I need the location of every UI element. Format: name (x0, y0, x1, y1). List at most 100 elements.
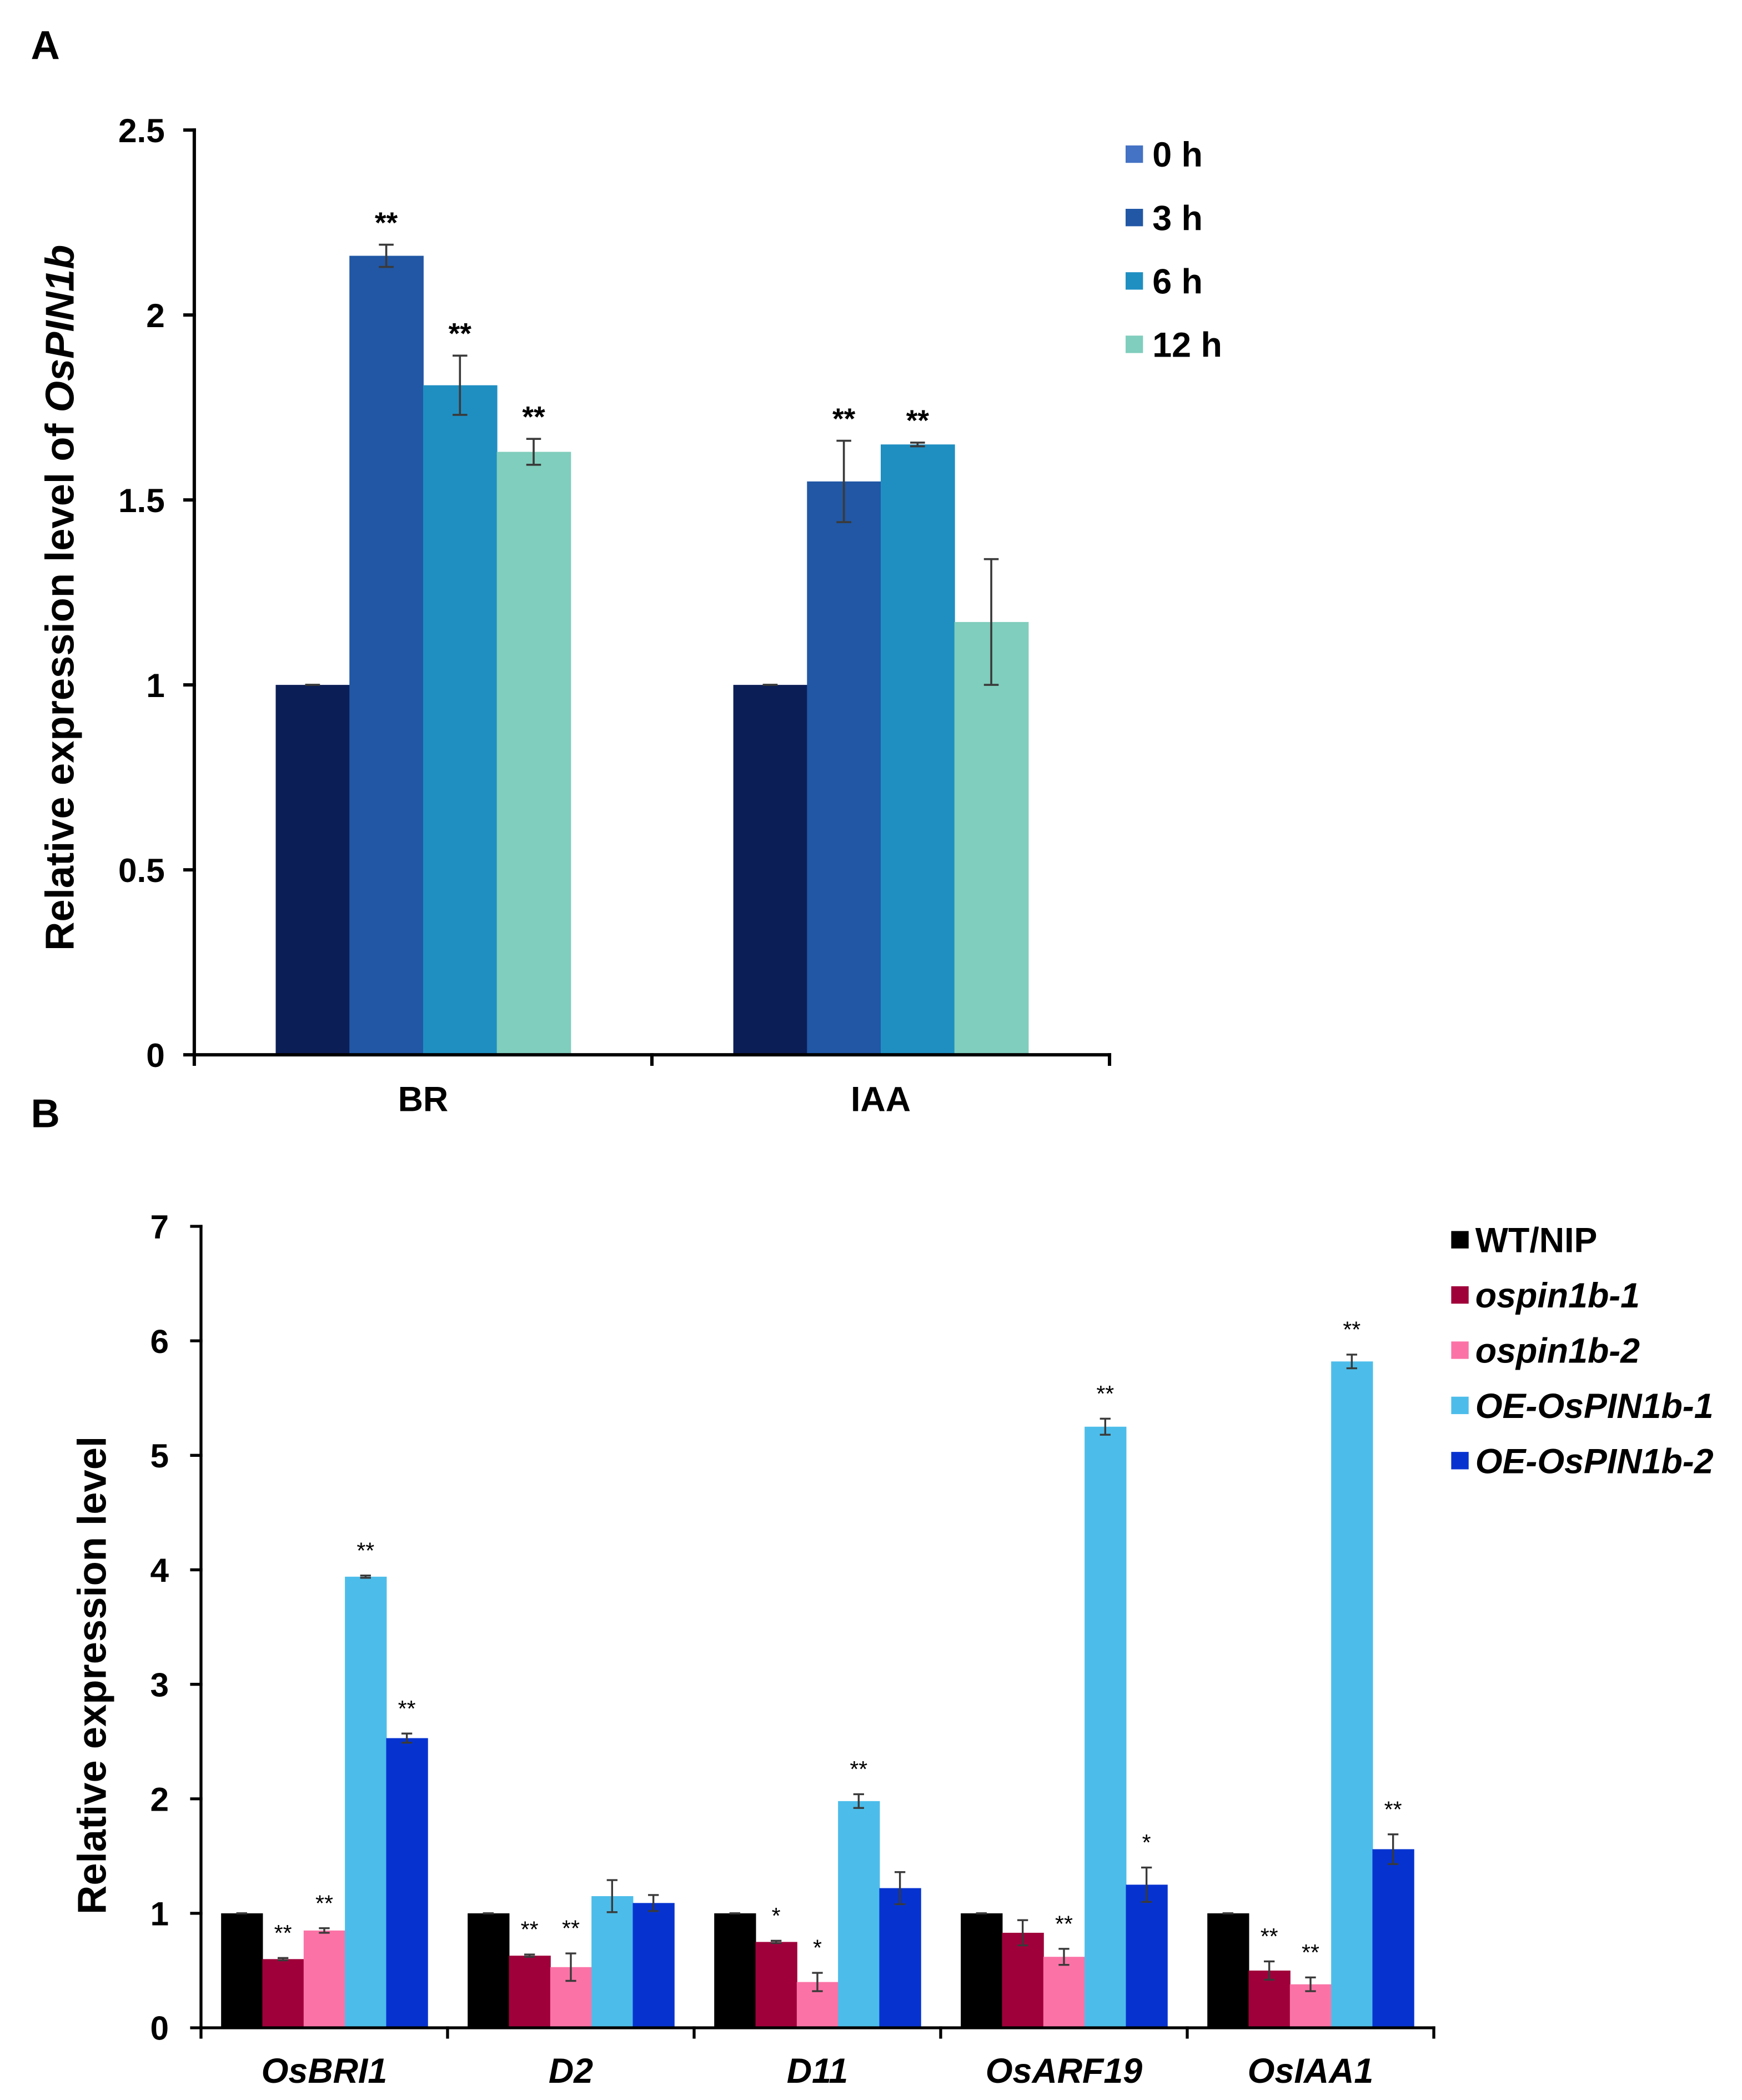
axes (190, 1225, 1435, 2039)
x-tick-label-d2: D2 (549, 2052, 593, 2091)
bar-oe-ospin1b-2-osbri1 (386, 1738, 428, 2028)
significance-label-oe-ospin1b-2-osbri1: ** (398, 1696, 416, 1721)
significance-label-oe-ospin1b-1-osarf19: ** (1096, 1381, 1114, 1406)
error-bar-oe-ospin1b-2-d11 (894, 1871, 906, 1906)
bar-oe-ospin1b-2-d2 (632, 1903, 675, 2028)
error-bar-ospin1b-2-osbri1 (319, 1927, 330, 1934)
y-tick-label: 2 (146, 297, 165, 334)
legend-swatch (1451, 1231, 1469, 1249)
y-tick-label: 0 (146, 1036, 165, 1074)
y-tick-labels: 0 0.5 1 1.5 2 2.5 (118, 112, 165, 1074)
bar-ospin1b-1-d11 (755, 1942, 797, 2028)
y-tick-label: 1.5 (118, 482, 165, 519)
panel-label: A (31, 23, 60, 68)
bar-wt-nip-osarf19 (961, 1913, 1003, 2028)
significance-label-oe-ospin1b-2-osiaa1: ** (1384, 1796, 1402, 1822)
legend-label: ospin1b-2 (1475, 1332, 1640, 1371)
y-tick-label: 3 (150, 1666, 169, 1703)
legend-swatch (1451, 1341, 1469, 1359)
significance-label-3-h-iaa: ** (832, 403, 856, 435)
y-axis-title: Relative expression level (70, 1436, 115, 1914)
legend-swatch (1125, 335, 1143, 353)
error-bar-6-h-iaa (910, 442, 925, 448)
significance-labels: ** ** ** ** ** (375, 207, 929, 437)
x-tick-label-br: BR (398, 1080, 449, 1119)
bars (221, 1361, 1414, 2028)
error-bar-12-h-iaa (983, 558, 999, 686)
error-bar-oe-ospin1b-1-osiaa1 (1346, 1354, 1357, 1370)
y-tick-labels: 0 1 2 3 4 5 6 7 (150, 1208, 169, 2047)
y-tick-label: 0 (150, 2009, 169, 2047)
legend: WT/NIP ospin1b-1 ospin1b-2 OE-OsPIN1b-1 OE-O… (1451, 1221, 1714, 1481)
significance-label-ospin1b-2-osbri1: ** (315, 1890, 333, 1916)
significance-label-oe-ospin1b-2-osarf19: * (1142, 1830, 1151, 1855)
bar-oe-ospin1b-1-d11 (838, 1801, 880, 2028)
y-tick-label: 5 (150, 1437, 169, 1475)
significance-label-ospin1b-1-osiaa1: ** (1261, 1923, 1278, 1949)
x-tick-labels: BR IAA (398, 1080, 911, 1119)
bar-oe-ospin1b-1-osiaa1 (1331, 1361, 1373, 2028)
bar-ospin1b-1-d2 (509, 1956, 551, 2028)
error-bar-ospin1b-1-d2 (524, 1953, 535, 1958)
legend-item-ospin1b-2: ospin1b-2 (1451, 1332, 1640, 1371)
significance-label-ospin1b-2-d11: * (813, 1935, 822, 1961)
error-bar-oe-ospin1b-2-osarf19 (1141, 1866, 1152, 1903)
significance-label-12-h-br: ** (522, 401, 545, 434)
series-6-h (423, 385, 955, 1055)
error-bar-oe-ospin1b-1-osarf19 (1100, 1417, 1111, 1436)
legend-label: 6 h (1152, 262, 1203, 301)
legend-item-wt-nip: WT/NIP (1451, 1221, 1597, 1260)
y-axis-title: Relative expression level of OsPIN1b (38, 245, 83, 951)
y-axis-title-part: OsPIN1b (38, 245, 83, 413)
significance-label-6-h-br: ** (449, 318, 472, 350)
error-bar-ospin1b-2-osiaa1 (1305, 1976, 1316, 1992)
error-bar-3-h-iaa (836, 439, 851, 523)
y-tick-label: 1 (146, 666, 165, 704)
error-bar-ospin1b-1-osiaa1 (1264, 1960, 1275, 1981)
x-tick-label-d11: D11 (787, 2052, 848, 2091)
legend-item-6-h: 6 h (1125, 262, 1203, 301)
significance-labels: ** *************************** (274, 1317, 1402, 1965)
bar-6-h-br (423, 385, 498, 1055)
error-bar-ospin1b-2-d2 (565, 1952, 576, 1982)
y-tick-label: 6 (150, 1322, 169, 1360)
legend-swatch (1125, 272, 1143, 290)
panel-a: A ** ** ** ** ** 0 0.5 1 1.5 2 2.5 BR IAA Relative exp… (31, 23, 1222, 1119)
significance-label-oe-ospin1b-1-osbri1: ** (357, 1537, 374, 1563)
error-bar-ospin1b-1-d11 (770, 1939, 782, 1944)
series-oe-ospin1b-1 (345, 1361, 1373, 2028)
series-3-h (349, 255, 881, 1055)
significance-label-oe-ospin1b-1-d11: ** (850, 1756, 867, 1782)
significance-label-ospin1b-2-d2: ** (562, 1916, 580, 1941)
error-bars (236, 1354, 1399, 1992)
x-tick-labels: OsBRI1 D2 D11 OsARF19 OsIAA1 (262, 2052, 1374, 2091)
error-bar-oe-ospin1b-1-d2 (606, 1879, 618, 1913)
bar-oe-ospin1b-2-osiaa1 (1372, 1849, 1414, 2028)
significance-label-ospin1b-1-osbri1: ** (274, 1920, 292, 1946)
y-tick-label: 2.5 (118, 112, 165, 149)
series-wt-nip (221, 1913, 1249, 2028)
bars (275, 255, 1029, 1055)
series-oe-ospin1b-2 (386, 1738, 1414, 2028)
significance-label-ospin1b-1-d2: ** (521, 1917, 539, 1942)
legend-label: 3 h (1152, 199, 1203, 238)
bar-0-h-br (275, 685, 350, 1055)
legend-item-12-h: 12 h (1125, 326, 1222, 365)
error-bar-3-h-br (379, 243, 394, 268)
x-tick-label-osarf19: OsARF19 (986, 2052, 1143, 2091)
y-tick-label: 2 (150, 1780, 169, 1818)
bar-wt-nip-d11 (714, 1913, 756, 2028)
bar-12-h-iaa (954, 622, 1029, 1055)
legend-swatch (1125, 145, 1143, 163)
error-bar-ospin1b-2-osarf19 (1058, 1948, 1070, 1966)
bar-3-h-iaa (807, 481, 881, 1055)
error-bar-oe-ospin1b-2-d2 (647, 1894, 659, 1912)
bar-oe-ospin1b-2-d11 (879, 1888, 921, 2028)
x-tick-label-osiaa1: OsIAA1 (1248, 2052, 1374, 2091)
significance-label-ospin1b-2-osiaa1: ** (1302, 1939, 1319, 1965)
legend-item-3-h: 3 h (1125, 199, 1203, 238)
legend-item-0-h: 0 h (1125, 136, 1203, 174)
error-bar-oe-ospin1b-1-d11 (853, 1793, 864, 1809)
y-axis-title-part: Relative expression level of (38, 412, 83, 950)
